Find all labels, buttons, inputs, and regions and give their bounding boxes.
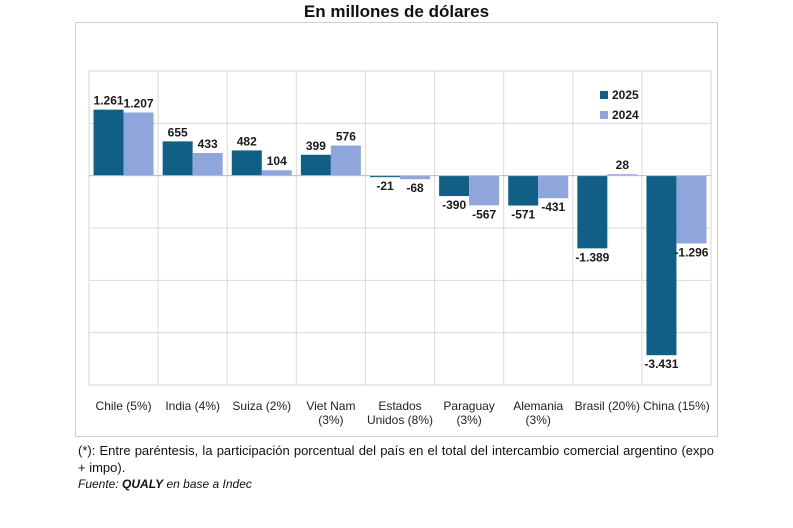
source-line: Fuente: QUALY en base a Indec <box>78 477 252 491</box>
category-label: Paraguay <box>443 399 494 413</box>
chart-frame <box>75 22 718 437</box>
category-label: (3%) <box>526 413 551 427</box>
category-label: Suiza (2%) <box>232 399 291 413</box>
category-label: China (15%) <box>643 399 710 413</box>
source-suffix: en base a Indec <box>163 477 252 491</box>
data-label: 1.207 <box>124 97 154 111</box>
source-bold: QUALY <box>122 477 164 491</box>
category-label: (3%) <box>318 413 343 427</box>
data-label: -1.296 <box>674 245 708 259</box>
data-label: 399 <box>306 139 326 153</box>
data-label: -3.431 <box>644 357 678 371</box>
bar-2024 <box>607 174 638 176</box>
bar-2025 <box>577 175 608 249</box>
bar-2025 <box>300 154 331 176</box>
data-label: 28 <box>616 158 630 172</box>
data-label: 576 <box>336 130 356 144</box>
bar-2024 <box>192 153 223 176</box>
footnote: (*): Entre paréntesis, la participación … <box>78 443 714 475</box>
bar-2025 <box>439 175 470 197</box>
data-label: -431 <box>541 200 565 214</box>
bar-2025 <box>646 175 677 356</box>
data-label: -68 <box>406 181 424 195</box>
bar-2024 <box>400 175 430 180</box>
data-label: -571 <box>511 208 535 222</box>
data-label: -567 <box>472 207 496 221</box>
data-label: 104 <box>267 154 287 168</box>
data-label: 1.261 <box>94 94 124 108</box>
bar-2025 <box>370 175 400 178</box>
data-label: -390 <box>442 198 466 212</box>
bar-2025 <box>231 150 262 176</box>
data-label: -21 <box>376 179 394 193</box>
legend-swatch <box>600 111 608 119</box>
bar-2024 <box>123 112 154 176</box>
bar-2024 <box>261 170 292 176</box>
bar-2025 <box>162 141 193 176</box>
bar-2024 <box>538 175 569 199</box>
category-label: Unidos (8%) <box>367 413 433 427</box>
chart-subtitle: En millones de dólares <box>303 2 490 21</box>
legend-label: 2025 <box>612 88 639 102</box>
bar-2025 <box>93 109 124 176</box>
category-label: Alemania <box>513 399 563 413</box>
data-label: 655 <box>168 125 188 139</box>
bar-2024 <box>330 145 361 176</box>
category-label: Viet Nam <box>306 399 355 413</box>
data-label: 433 <box>198 137 218 151</box>
bar-2025 <box>508 175 539 206</box>
category-label: Estados <box>378 399 421 413</box>
data-label: -1.389 <box>575 250 609 264</box>
legend-label: 2024 <box>612 108 639 122</box>
data-label: 482 <box>237 134 257 148</box>
bar-2024 <box>676 175 707 244</box>
legend-swatch <box>600 91 608 99</box>
category-label: (3%) <box>456 413 481 427</box>
category-label: Brasil (20%) <box>575 399 640 413</box>
bar-2024 <box>469 175 500 206</box>
source-prefix: Fuente: <box>78 477 123 491</box>
category-label: Chile (5%) <box>96 399 152 413</box>
category-label: India (4%) <box>165 399 220 413</box>
